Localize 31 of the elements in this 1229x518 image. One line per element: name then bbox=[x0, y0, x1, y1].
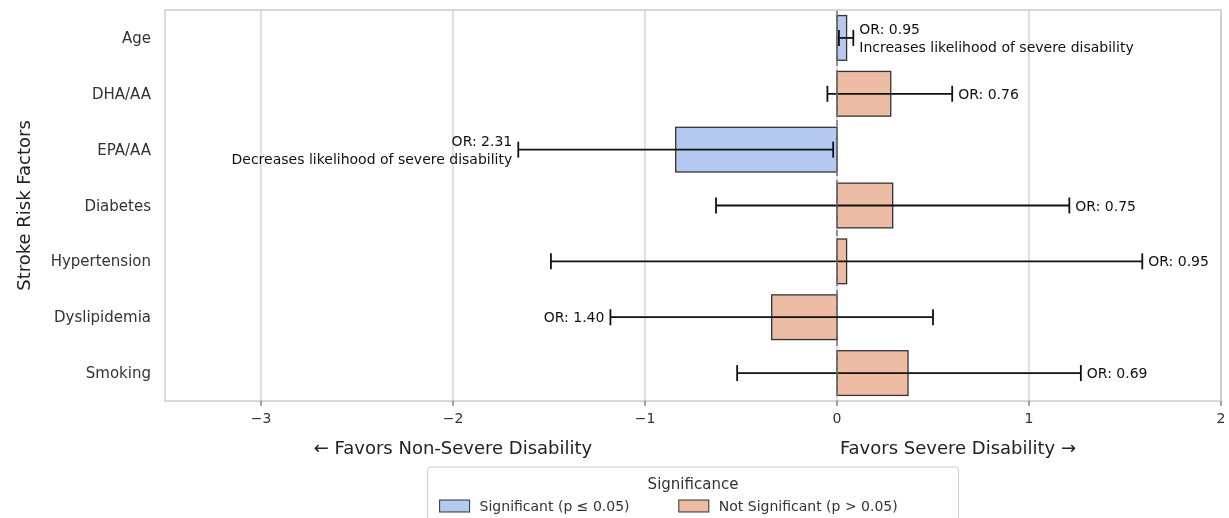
annotation: OR: 0.76 bbox=[958, 85, 1019, 102]
bar bbox=[836, 350, 909, 397]
bar bbox=[675, 126, 838, 173]
x-tick-label: −1 bbox=[634, 410, 656, 426]
x-axis-title: ← Favors Non-Severe Disability bbox=[313, 437, 593, 458]
annotation: OR: 0.75 bbox=[1075, 197, 1136, 214]
x-tick-label: 0 bbox=[832, 410, 842, 426]
annotation: OR: 0.95 Increases likelihood of severe disability bbox=[859, 20, 1134, 55]
bar bbox=[836, 70, 892, 117]
y-tick-label: Age bbox=[121, 28, 151, 47]
y-tick-label: Smoking bbox=[85, 364, 151, 383]
x-tick-label: −3 bbox=[250, 410, 272, 426]
y-axis-title: Stroke Risk Factors bbox=[13, 120, 34, 291]
y-tick-label: EPA/AA bbox=[97, 140, 152, 159]
x-tick-label: 1 bbox=[1024, 410, 1034, 426]
y-tick-label: Hypertension bbox=[50, 252, 151, 271]
x-tick-label: 2 bbox=[1216, 410, 1226, 426]
x-tick-label: −2 bbox=[442, 410, 464, 426]
text: Favors Severe Disability → bbox=[839, 437, 1077, 458]
annotation: OR: 0.69 bbox=[1086, 365, 1148, 382]
annotation: OR: 0.95 bbox=[1148, 253, 1209, 270]
bar bbox=[771, 294, 838, 341]
y-tick-label: Dyslipidemia bbox=[54, 308, 151, 327]
legend-title: Significance bbox=[647, 475, 739, 493]
y-tick-label: Diabetes bbox=[84, 196, 152, 215]
legend-label: Not Significant (p > 0.05) bbox=[718, 498, 898, 514]
annotation: OR: 2.31 Decreases likelihood of severe disability bbox=[231, 132, 513, 167]
bar bbox=[836, 182, 894, 229]
legend-label: Significant (p ≤ 0.05) bbox=[479, 498, 630, 514]
annotation: OR: 1.40 bbox=[543, 309, 605, 326]
y-tick-label: DHA/AA bbox=[91, 84, 152, 103]
